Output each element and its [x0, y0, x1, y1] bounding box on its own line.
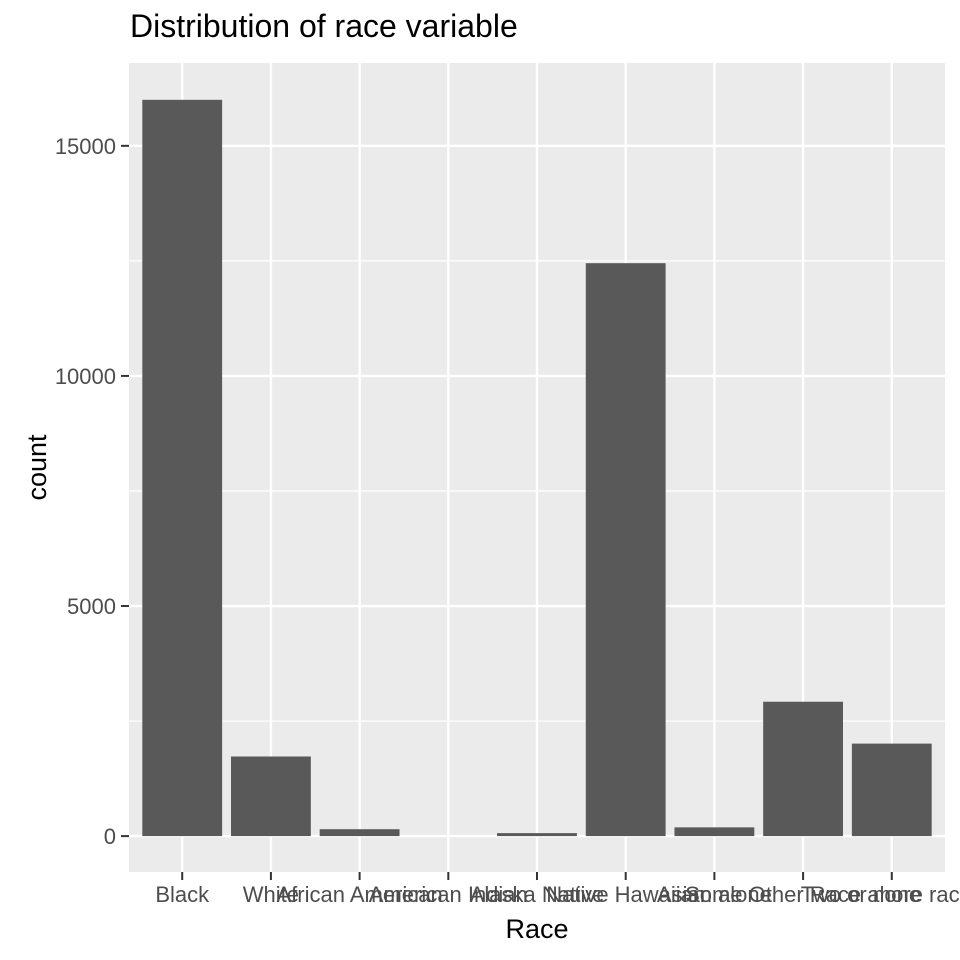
- x-tick-label: Alaska Native: [470, 882, 605, 907]
- y-tick-label: 15000: [55, 134, 116, 159]
- chart-title: Distribution of race variable: [130, 8, 518, 44]
- bar-two-or-more-races: [851, 743, 932, 837]
- x-tick-label: Native Hawaiian: [546, 882, 705, 907]
- x-tick-label: Asian alone: [657, 882, 772, 907]
- bar-asian-alone: [674, 827, 755, 837]
- x-tick-label: American Indian: [369, 882, 528, 907]
- y-tick-label: 10000: [55, 364, 116, 389]
- bar-native-hawaiian: [585, 263, 666, 837]
- x-tick-label: African American: [276, 882, 442, 907]
- x-tick-label: Some Other Race alone: [685, 882, 921, 907]
- x-axis-title: Race: [505, 914, 568, 944]
- x-tick-label: Two or more races: [801, 882, 960, 907]
- bar-alaska-native: [497, 833, 577, 837]
- x-tick-label: White: [243, 882, 299, 907]
- x-tick-label: Black: [155, 882, 210, 907]
- y-axis-title: count: [22, 434, 52, 501]
- bar-some-other-race-alone: [763, 701, 843, 837]
- bar-black: [142, 99, 223, 837]
- y-tick-label: 5000: [67, 594, 116, 619]
- bar-african-american: [319, 829, 400, 837]
- y-tick-label: 0: [104, 824, 116, 849]
- bar-white: [231, 756, 311, 837]
